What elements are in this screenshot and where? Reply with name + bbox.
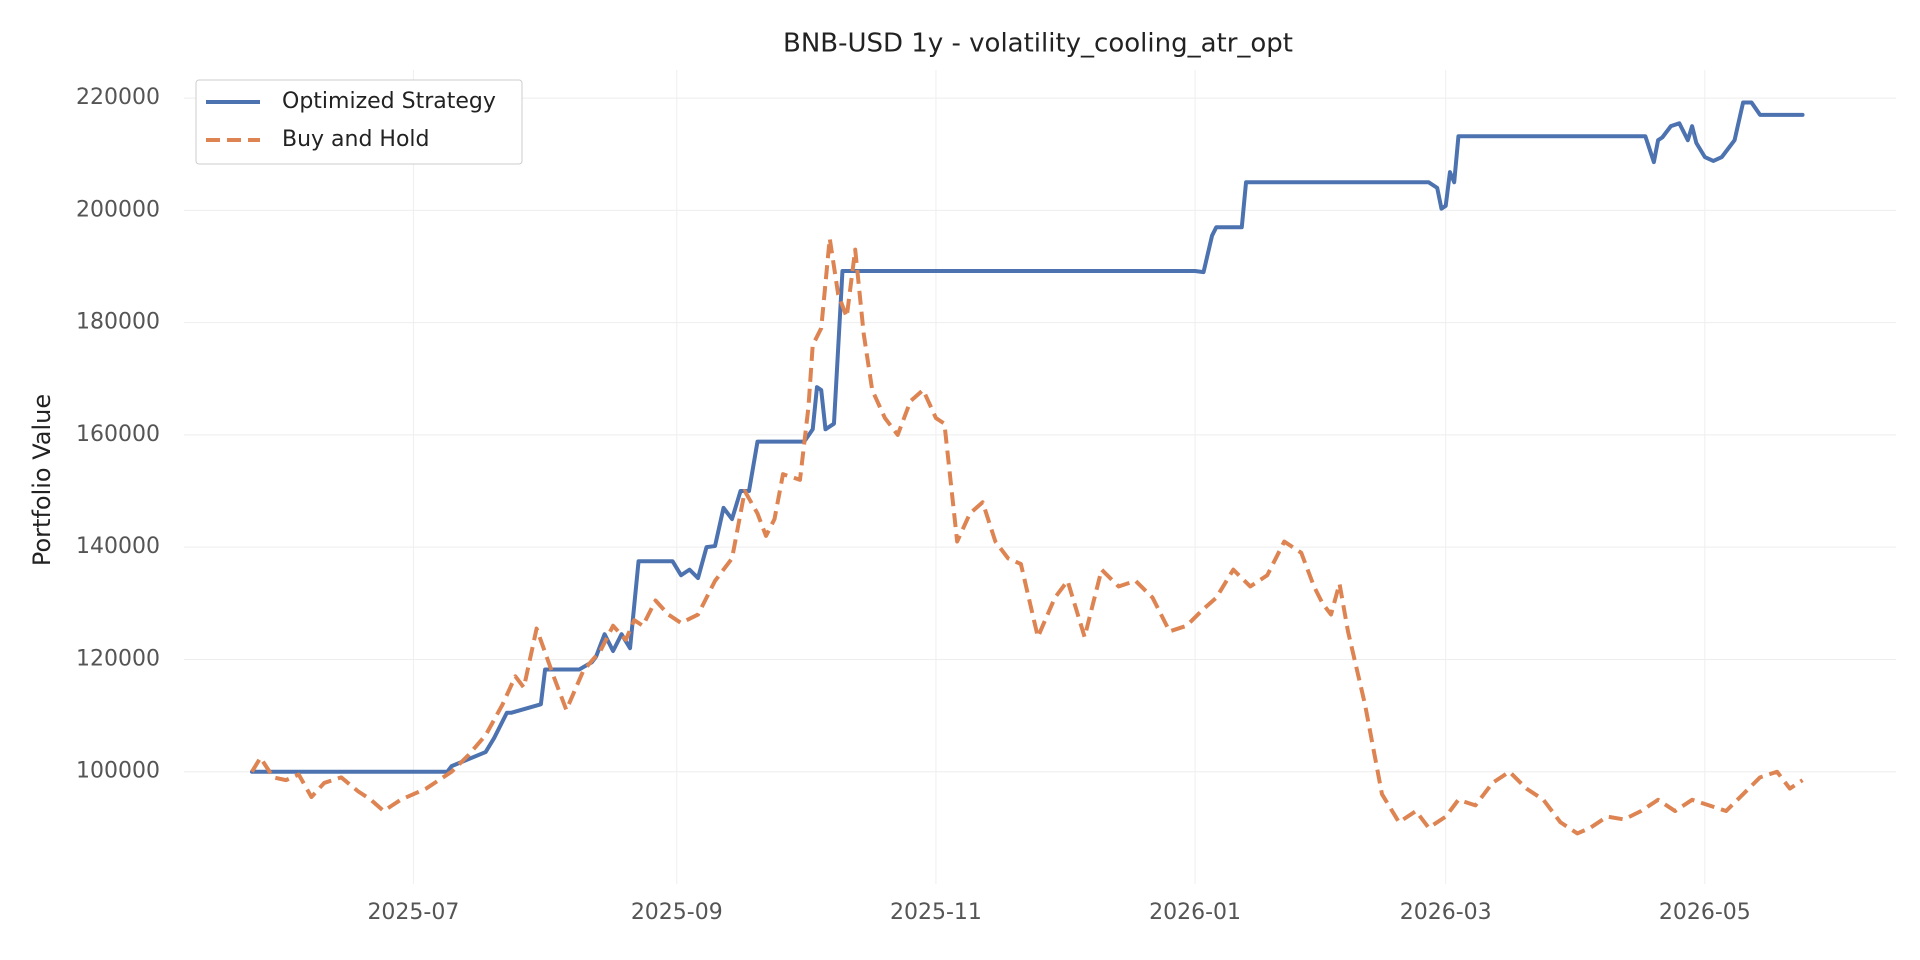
y-tick-label: 200000 [76,197,160,222]
x-tick-label: 2026-03 [1400,900,1492,925]
y-axis-label: Portfolio Value [28,394,56,566]
x-tick-label: 2026-01 [1149,900,1241,925]
x-tick-label: 2025-09 [631,900,723,925]
y-tick-label: 220000 [76,85,160,110]
legend: Optimized Strategy Buy and Hold [195,79,523,165]
series-line-optimized-strategy [249,100,1805,774]
grid [184,70,1896,884]
y-axis-ticks: 100000 120000 140000 160000 180000 200000 2200… [76,85,160,784]
y-tick-label: 120000 [76,646,160,671]
x-tick-label: 2026-05 [1659,900,1751,925]
legend-label-optimized-strategy: Optimized Strategy [282,89,496,114]
x-tick-label: 2025-07 [367,900,459,925]
y-tick-label: 100000 [76,759,160,784]
series-layer [249,100,1805,836]
legend-label-buy-and-hold: Buy and Hold [282,127,430,152]
chart-title: BNB-USD 1y - volatility_cooling_atr_opt [783,29,1293,59]
y-tick-label: 180000 [76,310,160,335]
series-line-buy-and-hold [250,236,1804,836]
x-axis-ticks: 2025-07 2025-09 2025-11 2026-01 2026-03 2026-… [367,900,1750,925]
legend-box [195,79,523,165]
x-tick-label: 2025-11 [890,900,982,925]
y-tick-label: 160000 [76,422,160,447]
y-tick-label: 140000 [76,534,160,559]
